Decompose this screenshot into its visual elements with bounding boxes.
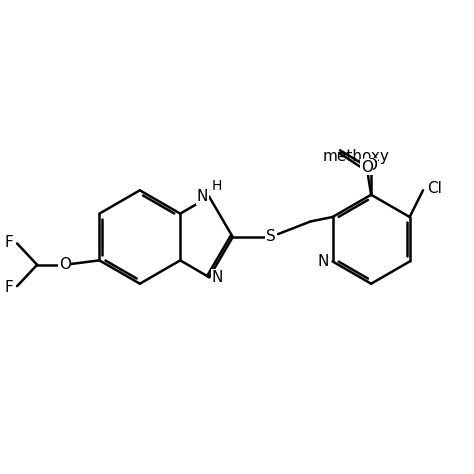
Text: S: S xyxy=(266,229,275,245)
Text: H: H xyxy=(211,179,222,193)
Text: N: N xyxy=(318,254,329,269)
Text: N: N xyxy=(197,189,208,204)
Text: F: F xyxy=(5,280,14,294)
Text: N: N xyxy=(211,270,223,285)
Text: O: O xyxy=(59,257,71,272)
Text: Cl: Cl xyxy=(428,181,442,196)
Text: O: O xyxy=(361,160,373,174)
Text: O: O xyxy=(365,158,377,173)
Text: methoxy: methoxy xyxy=(313,136,362,146)
Text: methoxy: methoxy xyxy=(322,149,389,164)
Text: F: F xyxy=(5,235,14,250)
